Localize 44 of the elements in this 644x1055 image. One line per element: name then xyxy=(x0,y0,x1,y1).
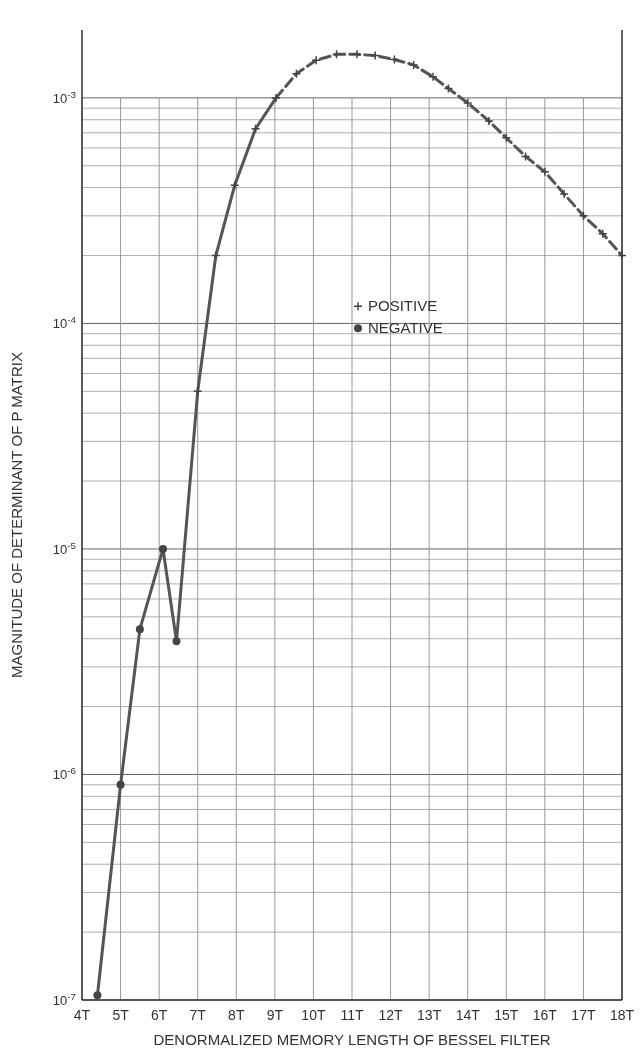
x-tick-label: 5T xyxy=(112,1007,130,1023)
point xyxy=(617,250,627,261)
point xyxy=(93,991,102,1000)
y-tick-label: 10$^{-7}$ xyxy=(52,990,76,1008)
point xyxy=(159,544,167,553)
x-tick-label: 4T xyxy=(73,1007,91,1023)
point xyxy=(370,50,380,61)
point xyxy=(311,55,321,65)
x-tick-label: 17T xyxy=(571,1007,596,1023)
y-tick-label: 10$^{-5}$ xyxy=(52,539,77,557)
x-axis-title: DENORMALIZED MEMORY LENGTH OF BESSEL FILTER xyxy=(153,1031,551,1048)
x-tick-label: 14T xyxy=(455,1007,481,1023)
point xyxy=(229,180,240,190)
legend-label: NEGATIVE xyxy=(368,319,443,337)
point xyxy=(116,780,125,789)
point xyxy=(484,116,494,126)
point xyxy=(211,250,221,261)
legend-label: POSITIVE xyxy=(368,297,438,315)
point xyxy=(271,93,281,103)
x-tick-label: 8T xyxy=(228,1007,245,1023)
x-tick-label: 15T xyxy=(494,1007,519,1023)
x-tick-label: 18T xyxy=(609,1007,635,1023)
point xyxy=(428,72,438,82)
point xyxy=(408,60,419,70)
x-tick-label: 13T xyxy=(417,1007,442,1023)
point xyxy=(559,189,569,199)
point xyxy=(135,625,144,634)
point xyxy=(578,211,589,221)
x-tick-label: 10T xyxy=(301,1007,326,1023)
point xyxy=(540,167,550,177)
point xyxy=(172,637,181,646)
x-tick-label: 12T xyxy=(378,1007,404,1023)
x-tick-label: 6T xyxy=(150,1007,168,1023)
x-tick-label: 7T xyxy=(189,1007,207,1023)
x-tick-label: 11T xyxy=(340,1007,364,1023)
x-tick-label: 9T xyxy=(266,1007,284,1023)
y-tick-label: 10$^{-4}$ xyxy=(52,313,77,332)
point xyxy=(462,98,473,108)
y-axis-title: MAGNITUDE OF DETERMINANT OF P MATRIX xyxy=(8,352,25,678)
point xyxy=(501,133,512,143)
y-tick-label: 10$^{-6}$ xyxy=(52,764,76,783)
x-tick-label: 16T xyxy=(532,1007,558,1023)
point xyxy=(352,49,362,60)
y-tick-label: 10$^{-3}$ xyxy=(52,88,76,106)
